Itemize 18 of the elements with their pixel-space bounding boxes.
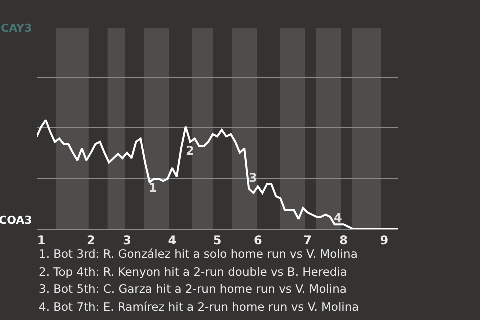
x-tick-label: 8 [340, 233, 348, 248]
x-tick-label: 9 [380, 233, 389, 248]
x-tick-label: 2 [86, 233, 96, 248]
annotation: 1 [149, 181, 158, 195]
text: 3. Bot 5th: C. Garza hit a 2-run home run vs V. Molina [39, 282, 347, 296]
text: 4. Bot 7th: E. Ramírez hit a 2-run home run vs V. Molina [39, 300, 360, 314]
x-tick-label: 4 [168, 233, 177, 248]
x-tick-label: 3 [123, 233, 132, 248]
annotation: 3 [249, 171, 258, 185]
x-tick-label: 5 [213, 233, 222, 248]
text: 2. Top 4th: R. Kenyon hit a 2-run double vs B. Heredia [39, 265, 348, 279]
annotation: 4 [334, 211, 342, 225]
x-tick-label: 7 [304, 233, 312, 248]
annotation: 2 [186, 144, 194, 158]
x-tick-label: 1 [37, 233, 46, 248]
text: 1. Bot 3rd: R. González hit a solo home run vs V. Molina [39, 247, 358, 261]
x-tick-label: 6 [254, 233, 262, 248]
text: CAY3 [1, 22, 32, 35]
